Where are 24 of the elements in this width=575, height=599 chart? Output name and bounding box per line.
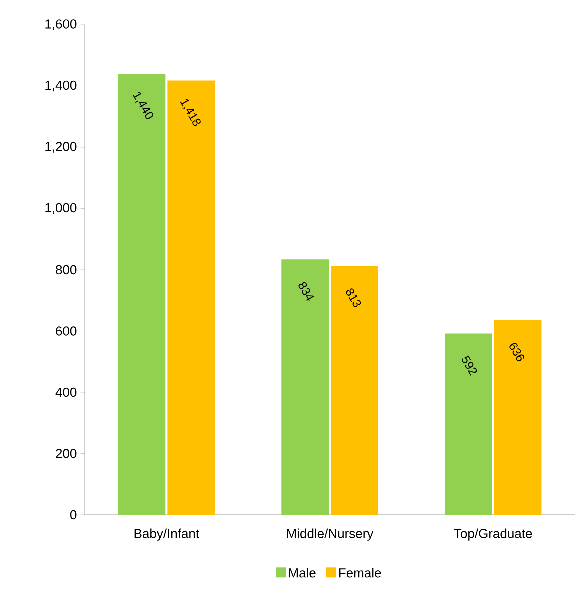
bar <box>282 260 330 515</box>
data-label: 592 <box>462 356 478 376</box>
y-tick-label: 1,000 <box>46 203 77 214</box>
data-label: 834 <box>298 282 314 302</box>
y-tick-label: 400 <box>56 388 77 398</box>
bar <box>444 334 492 515</box>
x-tick-label: Middle/Nursery <box>287 528 374 541</box>
data-label: 636 <box>510 343 525 362</box>
y-tick-label: 600 <box>56 326 77 336</box>
y-tick-label: 1,200 <box>46 142 77 153</box>
bar <box>118 74 166 515</box>
y-tick-label: 200 <box>56 449 77 458</box>
y-tick-label: 1,400 <box>46 80 77 92</box>
y-tick-label: 800 <box>56 265 77 275</box>
bar <box>168 80 216 515</box>
bar <box>331 266 378 515</box>
y-tick-label: 1,600 <box>46 20 77 30</box>
y-tick-label: 0 <box>70 510 77 520</box>
x-tick-label: Top/Graduate <box>454 528 532 541</box>
legend-label: Female <box>339 568 382 578</box>
bar <box>494 320 542 515</box>
data-label: 813 <box>346 288 362 308</box>
legend-label: Male <box>289 568 316 578</box>
x-tick-label: Baby/Infant <box>134 528 200 541</box>
